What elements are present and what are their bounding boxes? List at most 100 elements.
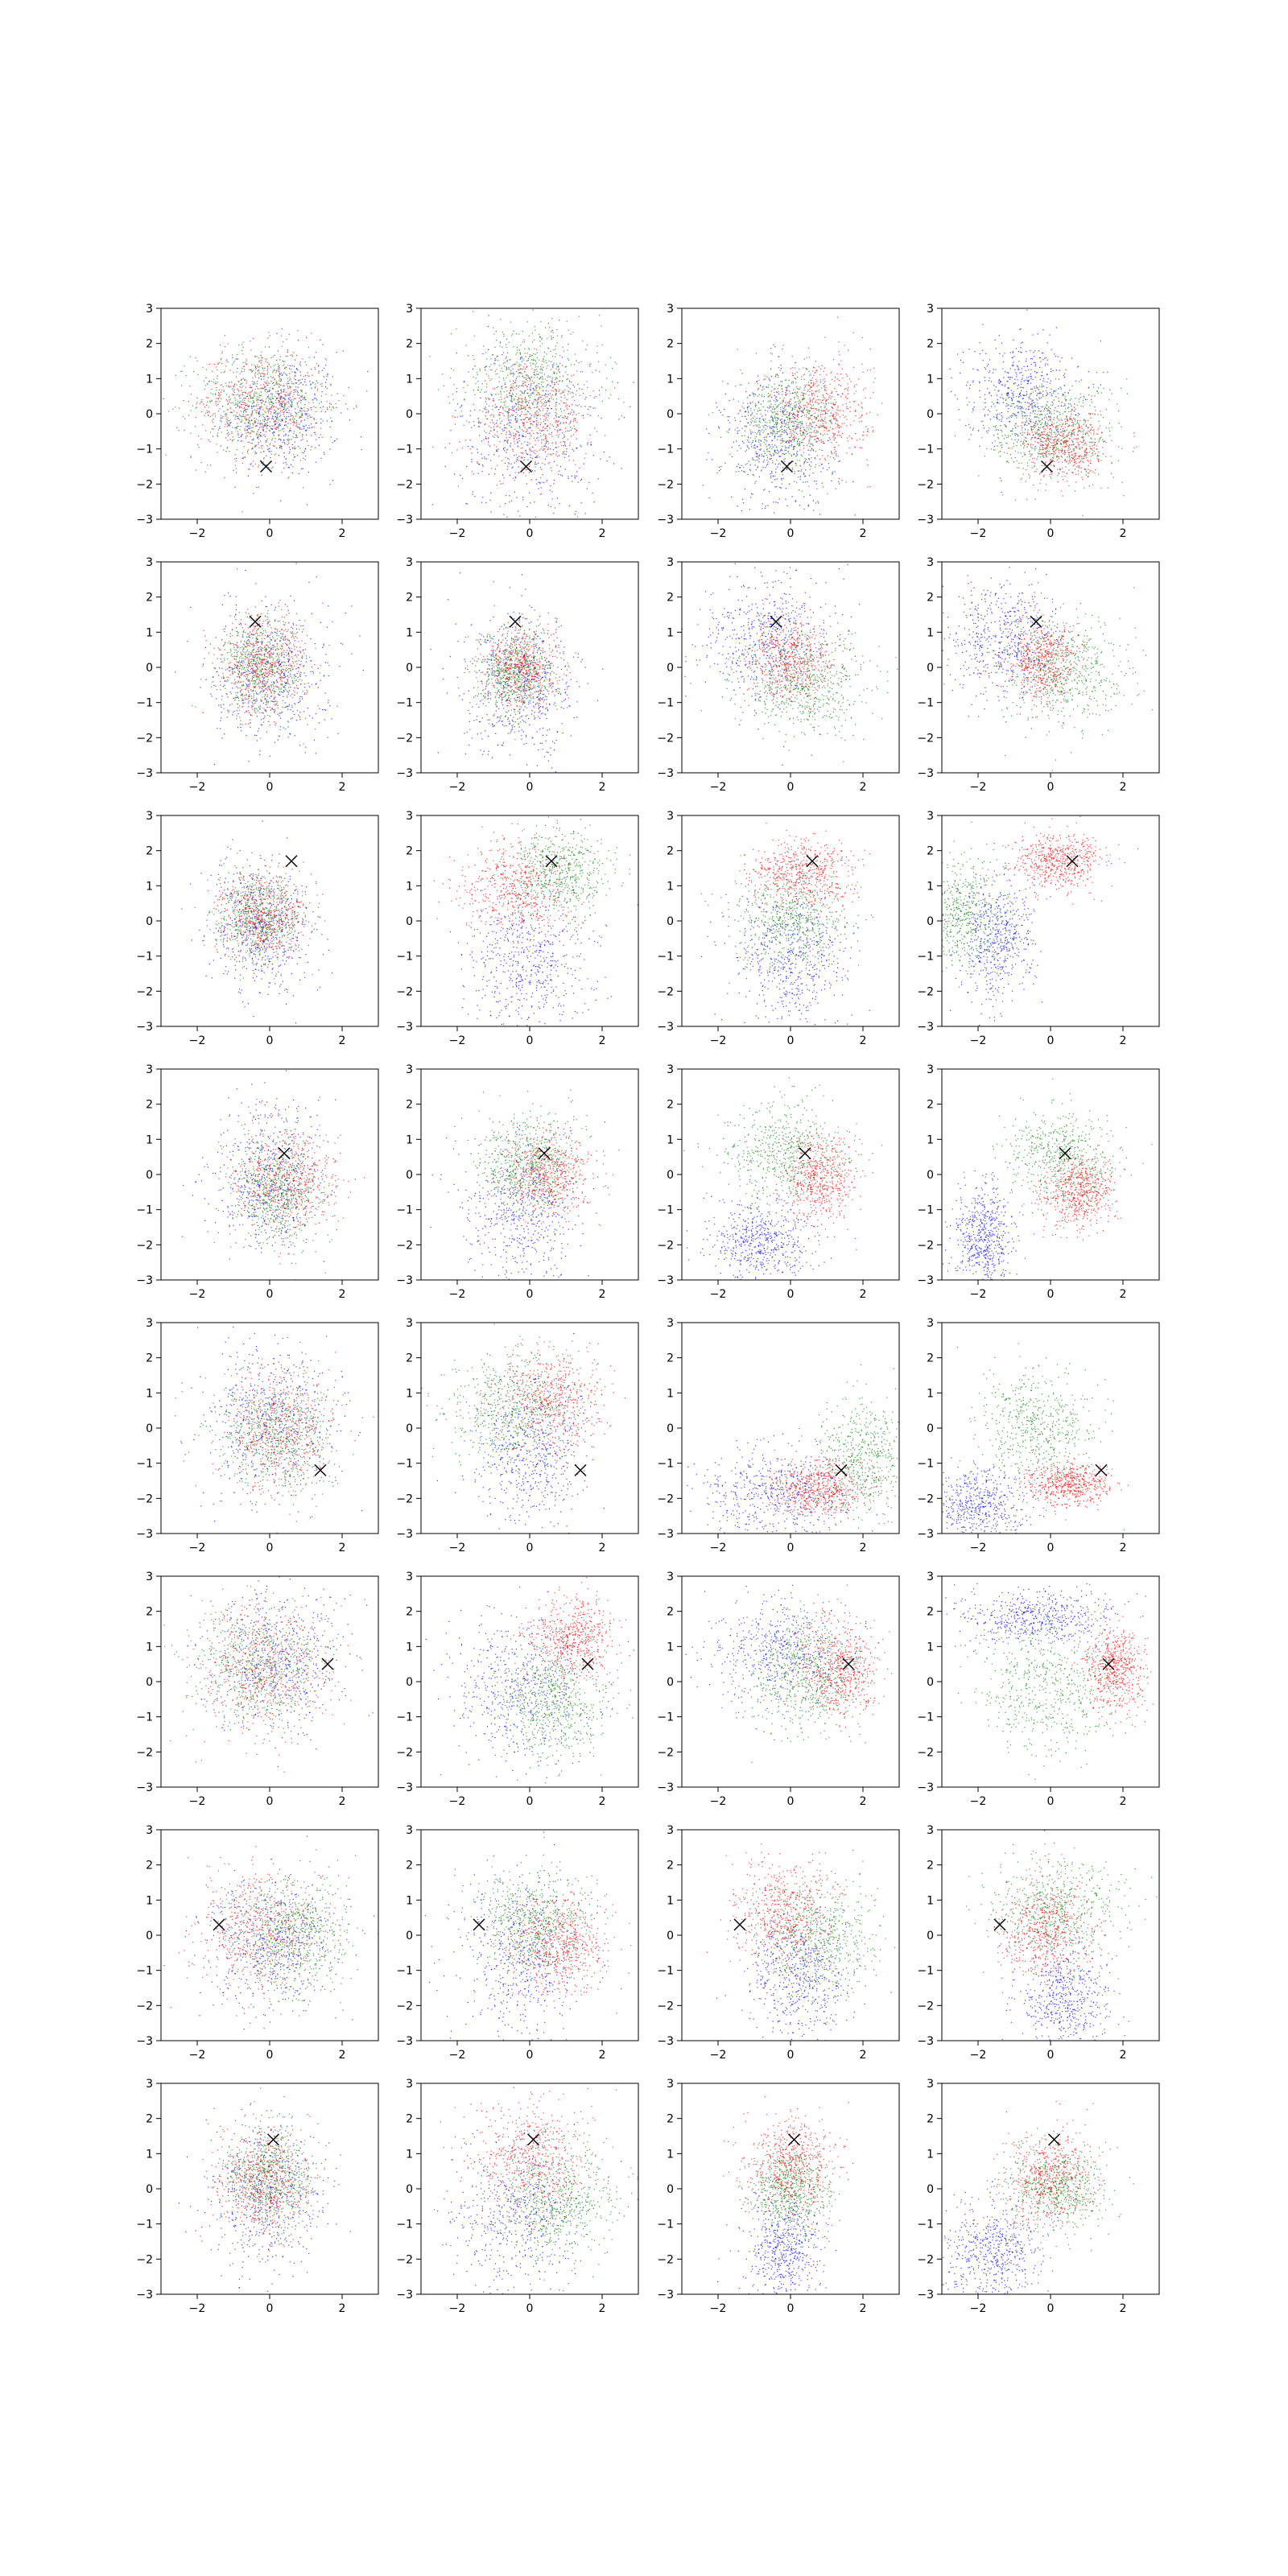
blue-point bbox=[280, 380, 282, 382]
red-point bbox=[537, 398, 539, 400]
red-point bbox=[815, 369, 817, 371]
red-point bbox=[812, 385, 815, 386]
red-point bbox=[849, 424, 852, 426]
red-point bbox=[256, 410, 258, 411]
red-point bbox=[539, 493, 541, 495]
green-point bbox=[534, 399, 535, 401]
blue-point bbox=[313, 432, 315, 434]
green-point bbox=[294, 448, 295, 449]
green-point bbox=[273, 365, 275, 367]
red-point bbox=[165, 454, 167, 456]
red-point bbox=[590, 441, 592, 443]
blue-point bbox=[749, 394, 751, 396]
red-point bbox=[817, 437, 819, 439]
blue-point bbox=[304, 448, 306, 449]
red-point bbox=[276, 369, 278, 371]
red-point bbox=[825, 399, 827, 401]
red-point bbox=[504, 361, 506, 363]
red-point bbox=[595, 396, 597, 398]
red-point bbox=[557, 369, 559, 371]
red-point bbox=[796, 424, 798, 426]
blue-point bbox=[293, 383, 295, 385]
blue-point bbox=[485, 437, 486, 440]
blue-point bbox=[325, 386, 327, 388]
blue-point bbox=[808, 475, 811, 477]
blue-point bbox=[729, 399, 730, 402]
red-point bbox=[504, 404, 506, 406]
y-tick-label: 2 bbox=[146, 338, 153, 351]
red-point bbox=[488, 444, 489, 445]
blue-point bbox=[760, 448, 762, 450]
blue-point bbox=[535, 426, 537, 427]
green-point bbox=[219, 361, 221, 364]
green-point bbox=[235, 472, 237, 473]
green-point bbox=[780, 407, 782, 408]
red-point bbox=[279, 425, 281, 427]
red-point bbox=[478, 422, 480, 423]
green-point bbox=[272, 370, 274, 372]
red-point bbox=[228, 431, 229, 433]
red-point bbox=[518, 472, 520, 473]
red-point bbox=[791, 467, 793, 469]
red-point bbox=[259, 424, 261, 426]
red-point bbox=[547, 419, 549, 421]
green-point bbox=[814, 430, 815, 431]
red-point bbox=[493, 416, 494, 418]
blue-point bbox=[510, 433, 512, 435]
red-point bbox=[188, 401, 189, 402]
green-point bbox=[729, 453, 731, 455]
red-point bbox=[503, 477, 505, 479]
green-point bbox=[182, 415, 184, 418]
green-point bbox=[522, 330, 523, 332]
blue-point bbox=[580, 446, 582, 448]
green-point bbox=[250, 436, 252, 437]
red-point bbox=[836, 420, 837, 422]
blue-point bbox=[493, 436, 495, 438]
red-point bbox=[518, 369, 520, 371]
blue-point bbox=[733, 398, 734, 400]
blue-point bbox=[471, 459, 473, 460]
red-point bbox=[237, 426, 238, 427]
red-point bbox=[803, 405, 804, 407]
blue-point bbox=[575, 418, 576, 419]
red-point bbox=[293, 391, 295, 393]
green-point bbox=[818, 420, 819, 422]
red-point bbox=[793, 428, 795, 430]
green-point bbox=[257, 366, 258, 368]
green-point bbox=[539, 432, 542, 434]
red-point bbox=[540, 493, 542, 495]
red-point bbox=[792, 374, 794, 376]
blue-point bbox=[773, 454, 774, 456]
blue-point bbox=[837, 394, 839, 395]
red-point bbox=[520, 448, 522, 449]
red-point bbox=[343, 394, 345, 397]
blue-point bbox=[455, 410, 456, 411]
red-point bbox=[838, 444, 840, 446]
blue-point bbox=[313, 418, 315, 419]
blue-point bbox=[305, 384, 307, 386]
blue-point bbox=[273, 435, 275, 436]
red-point bbox=[456, 388, 458, 390]
blue-point bbox=[564, 402, 565, 404]
green-point bbox=[791, 425, 794, 427]
green-point bbox=[233, 404, 235, 406]
red-point bbox=[283, 414, 284, 415]
red-point bbox=[254, 446, 255, 448]
blue-point bbox=[309, 381, 311, 382]
blue-point bbox=[749, 469, 751, 471]
green-point bbox=[215, 415, 217, 417]
red-point bbox=[745, 415, 746, 417]
green-point bbox=[548, 348, 550, 349]
red-point bbox=[217, 452, 218, 453]
green-point bbox=[790, 393, 791, 394]
green-point bbox=[555, 363, 557, 365]
red-point bbox=[555, 408, 556, 410]
green-point bbox=[190, 432, 192, 434]
green-point bbox=[762, 432, 764, 434]
blue-point bbox=[737, 413, 739, 415]
green-point bbox=[837, 420, 839, 422]
red-point bbox=[311, 332, 312, 334]
green-point bbox=[235, 403, 237, 406]
blue-point bbox=[566, 451, 568, 452]
green-point bbox=[803, 407, 805, 409]
